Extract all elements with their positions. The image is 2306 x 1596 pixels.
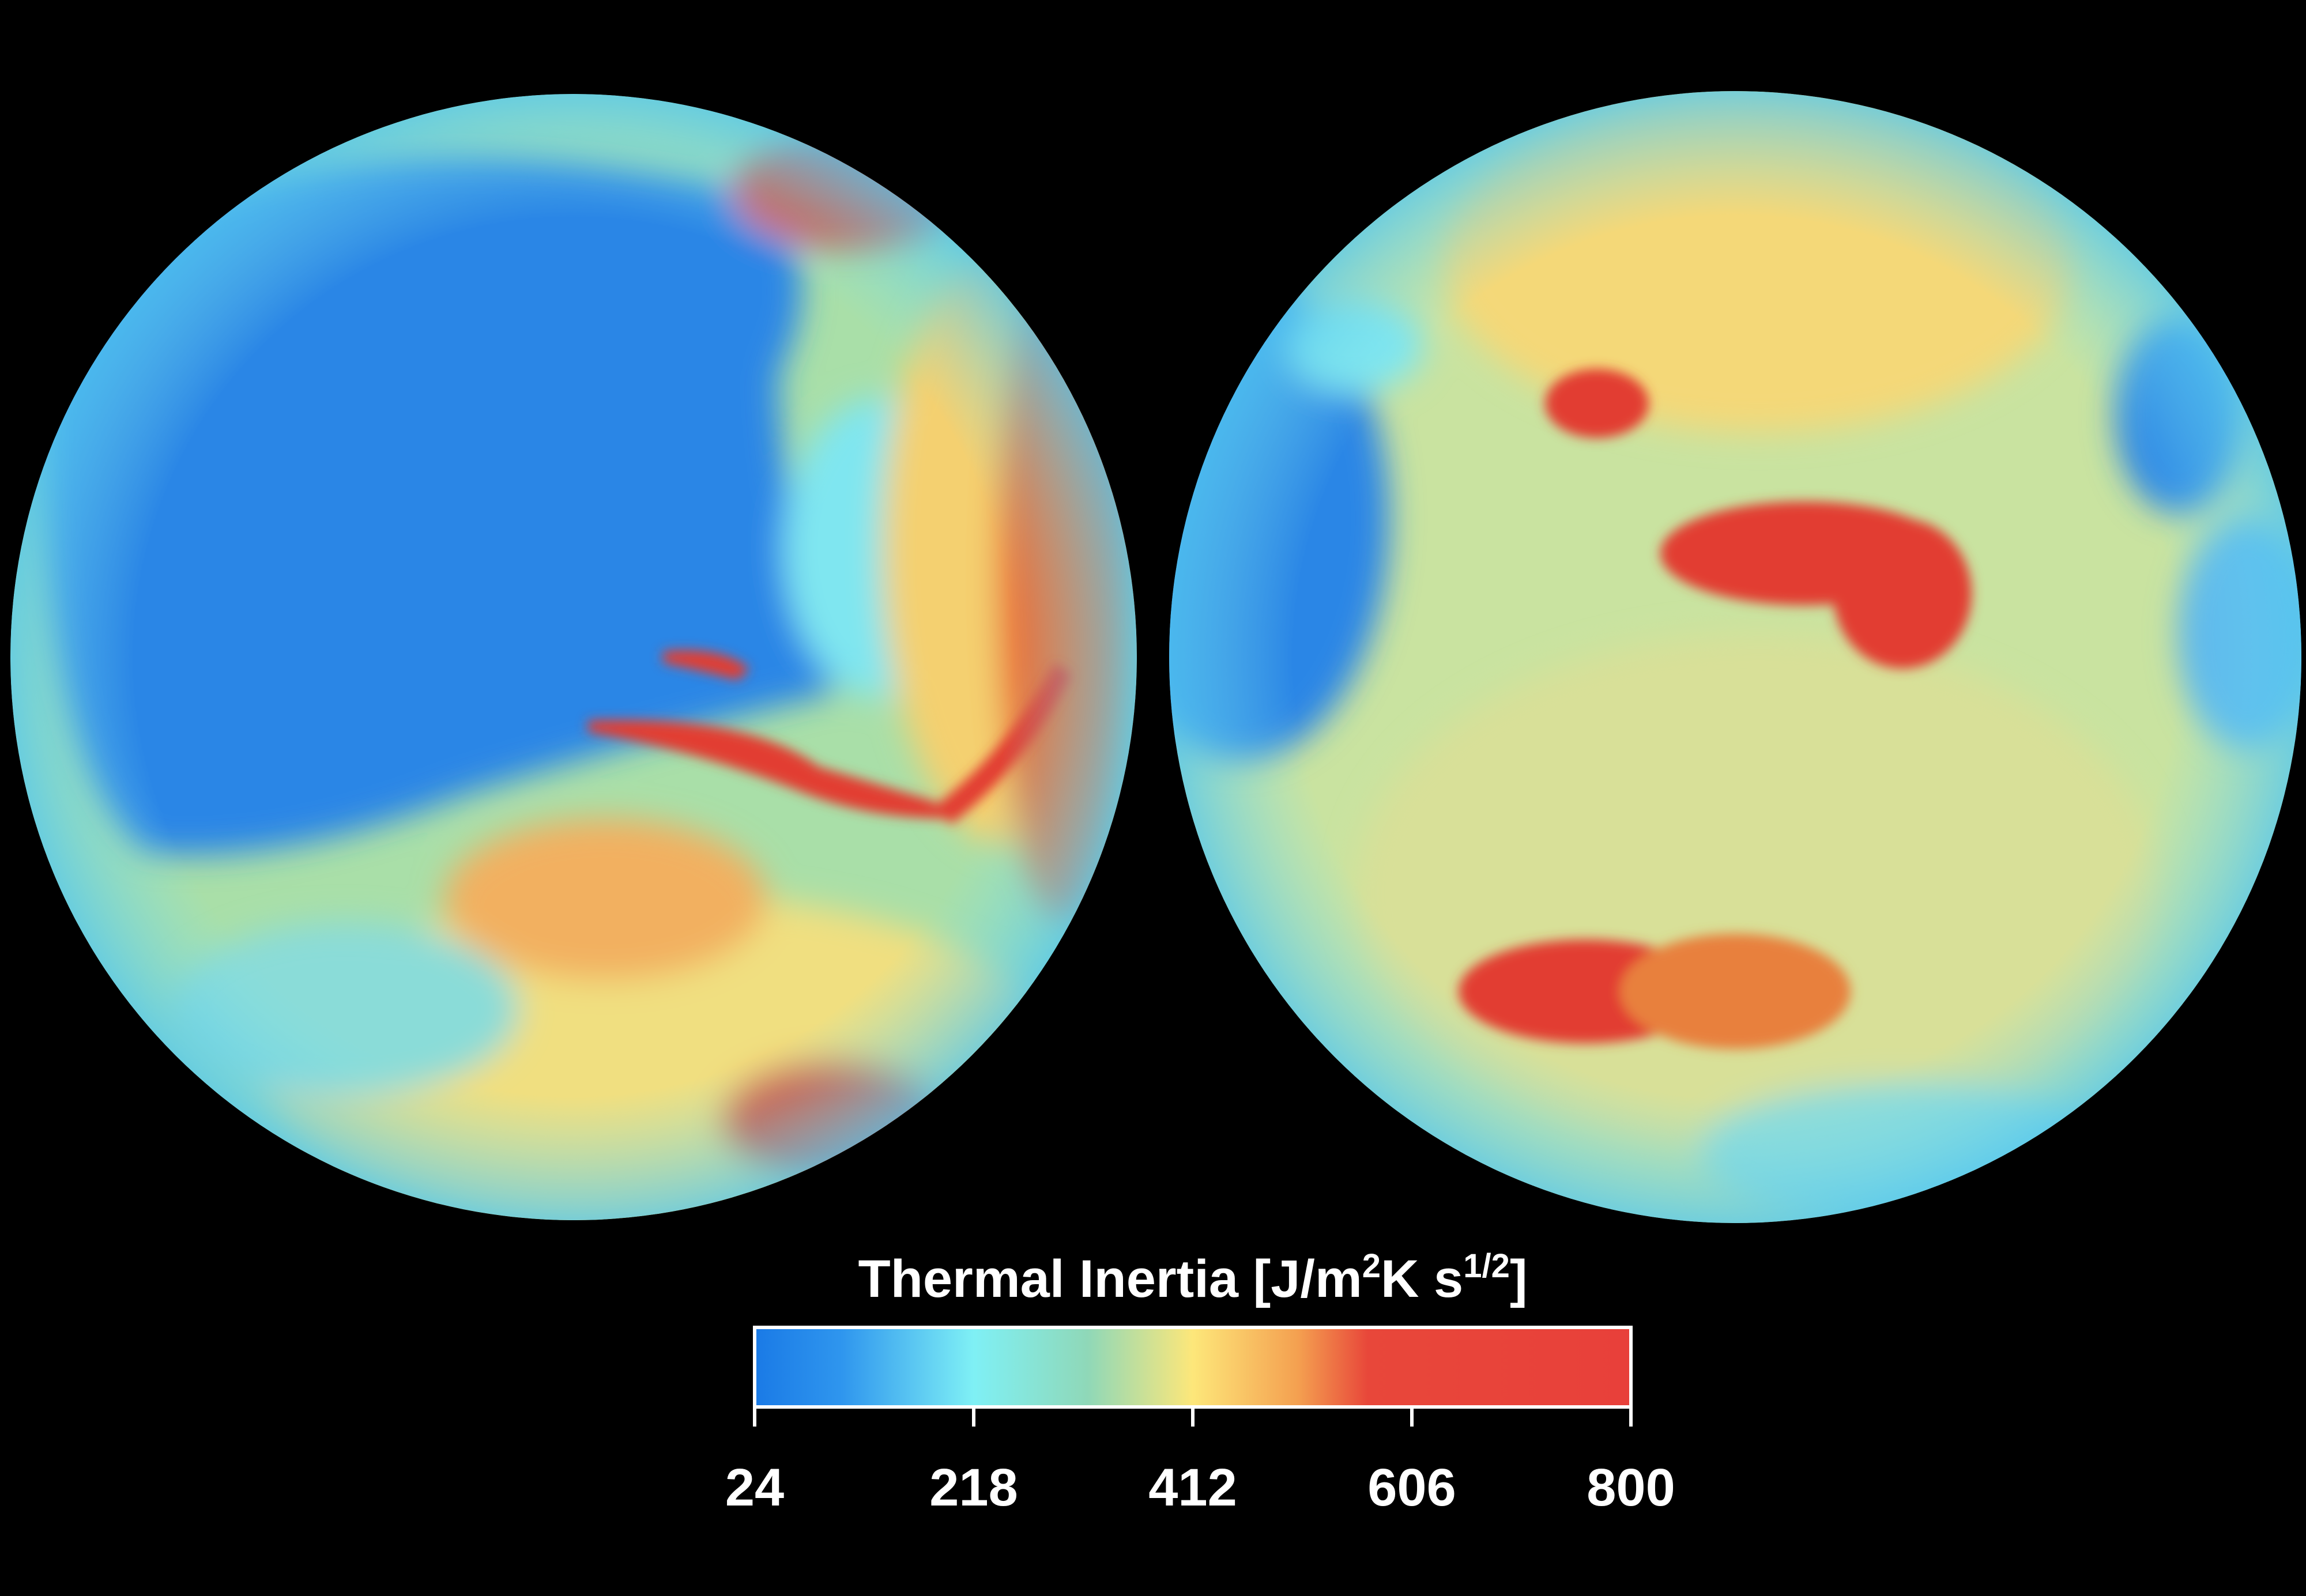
title-text: ] [1510, 1250, 1528, 1308]
title-text: Thermal Inertia [J/m [858, 1250, 1362, 1308]
colorbar-title: Thermal Inertia [J/m2K s1/2] [858, 1247, 1528, 1308]
right-hemisphere [1169, 91, 2301, 1223]
colorbar-ticks: 24 218 412 606 800 [725, 1407, 1675, 1517]
tick-label: 606 [1367, 1458, 1456, 1517]
title-superscript: 1/2 [1463, 1247, 1510, 1285]
tick-label: 800 [1587, 1458, 1675, 1517]
left-hemisphere [10, 94, 1137, 1220]
tick-label: 412 [1148, 1458, 1237, 1517]
tick-label: 218 [929, 1458, 1018, 1517]
colorbar [753, 1326, 1633, 1409]
title-text: K s [1381, 1250, 1463, 1308]
title-superscript: 2 [1362, 1247, 1381, 1285]
tick-label: 24 [725, 1458, 784, 1517]
